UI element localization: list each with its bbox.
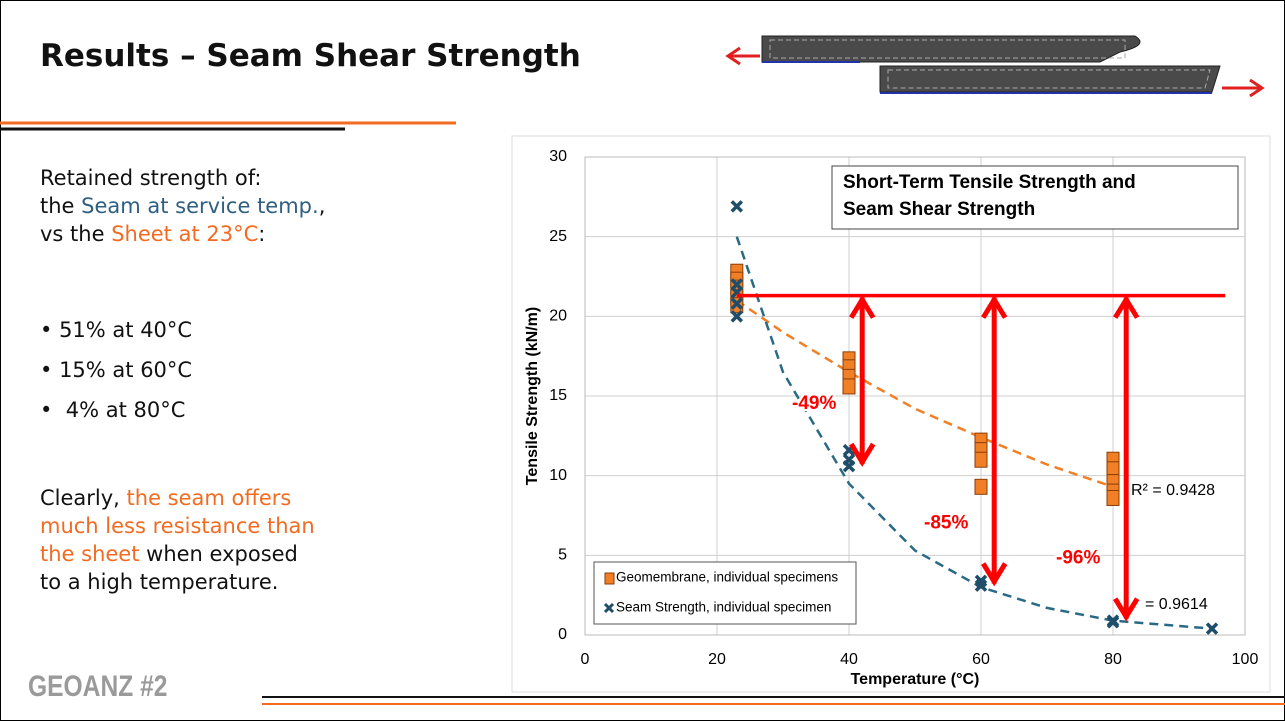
- point: [975, 452, 987, 467]
- chart-title: Seam Shear Strength: [843, 199, 1035, 220]
- chart-title: Short-Term Tensile Strength and: [843, 172, 1136, 193]
- bullet: 15% at 60°C: [40, 356, 192, 396]
- bullet-text: 51% at 40°C: [59, 318, 192, 342]
- intro-line: Retained strength of:: [40, 164, 325, 192]
- y-tick-label: 15: [549, 387, 567, 404]
- x-tick-label: 40: [840, 651, 858, 668]
- x-tick-label: 0: [581, 651, 590, 668]
- y-axis-label: Tensile Strength (kN/m): [524, 307, 541, 485]
- y-tick-label: 5: [558, 547, 567, 564]
- point: [1107, 490, 1119, 505]
- x-tick-label: 20: [708, 651, 726, 668]
- text: :: [258, 222, 265, 246]
- slide: 0 5 10 15 20 25 30 0 20 40 60 80 100 Temperature (°C)…: [0, 0, 1285, 721]
- legend: Geomembrane, individual specimens Seam St…: [594, 562, 856, 624]
- r-squared-label: = 0.9614: [1145, 596, 1208, 613]
- text: vs the: [40, 222, 111, 246]
- y-tick-label: 10: [549, 467, 567, 484]
- intro-line: vs the Sheet at 23°C:: [40, 220, 325, 248]
- legend-marker: [605, 573, 614, 584]
- legend-label: Geomembrane, individual specimens: [616, 570, 838, 585]
- point: [843, 379, 855, 394]
- bullet: 4% at 80°C: [40, 396, 192, 436]
- text: Retained strength of:: [40, 166, 261, 190]
- r-squared-label: R² = 0.9428: [1131, 482, 1215, 499]
- y-tick-label: 30: [549, 148, 567, 165]
- intro-line: the Seam at service temp.,: [40, 192, 325, 220]
- x-tick-label: 80: [1104, 651, 1122, 668]
- text: Clearly,: [40, 486, 127, 510]
- legend-label: Seam Strength, individual specimen: [616, 600, 831, 615]
- bullet-list: 51% at 40°C 15% at 60°C 4% at 80°C: [40, 316, 192, 436]
- footer-logo: GEOANZ #2: [28, 670, 167, 704]
- seam-illustration: [728, 36, 1262, 96]
- intro-text: Retained strength of: the Seam at servic…: [40, 164, 325, 248]
- bullet: 51% at 40°C: [40, 316, 192, 356]
- y-tick-label: 0: [558, 626, 567, 643]
- change-label: -96%: [1056, 548, 1100, 569]
- change-label: -85%: [924, 513, 968, 534]
- chart: 0 5 10 15 20 25 30 0 20 40 60 80 100 Temperature (°C)…: [0, 0, 1285, 721]
- text: ,: [319, 194, 326, 218]
- x-tick-label: 60: [972, 651, 990, 668]
- highlight-text: Sheet at 23°C: [111, 222, 258, 246]
- x-axis-label: Temperature (°C): [851, 671, 980, 688]
- y-tick-label: 25: [549, 228, 567, 245]
- highlight-text: Seam at service temp.: [81, 194, 319, 218]
- point: [975, 479, 987, 494]
- y-tick-label: 20: [549, 308, 567, 325]
- text: the: [40, 194, 81, 218]
- bullet-text: 4% at 80°C: [66, 398, 186, 422]
- bullet-text: 15% at 60°C: [59, 358, 192, 382]
- change-label: -49%: [792, 393, 836, 414]
- conclusion-text: Clearly, the seam offers much less resis…: [40, 484, 325, 596]
- slide-title: Results – Seam Shear Strength: [40, 38, 581, 74]
- x-tick-label: 100: [1232, 651, 1259, 668]
